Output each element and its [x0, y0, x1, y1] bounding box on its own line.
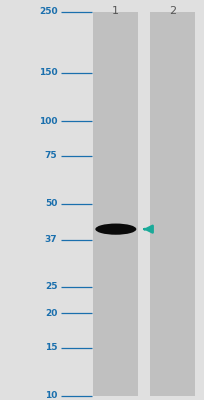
- Bar: [149, 12, 194, 396]
- Text: 250: 250: [39, 8, 57, 16]
- Text: 2: 2: [168, 6, 175, 16]
- Bar: [93, 12, 138, 396]
- Text: 1: 1: [112, 6, 119, 16]
- Ellipse shape: [95, 224, 136, 235]
- Text: 20: 20: [45, 309, 57, 318]
- Text: 150: 150: [39, 68, 57, 78]
- Text: 50: 50: [45, 200, 57, 208]
- Text: 10: 10: [45, 392, 57, 400]
- Text: 37: 37: [44, 236, 57, 244]
- Text: 25: 25: [45, 282, 57, 291]
- Text: 100: 100: [39, 117, 57, 126]
- Text: 75: 75: [44, 151, 57, 160]
- Text: 15: 15: [45, 343, 57, 352]
